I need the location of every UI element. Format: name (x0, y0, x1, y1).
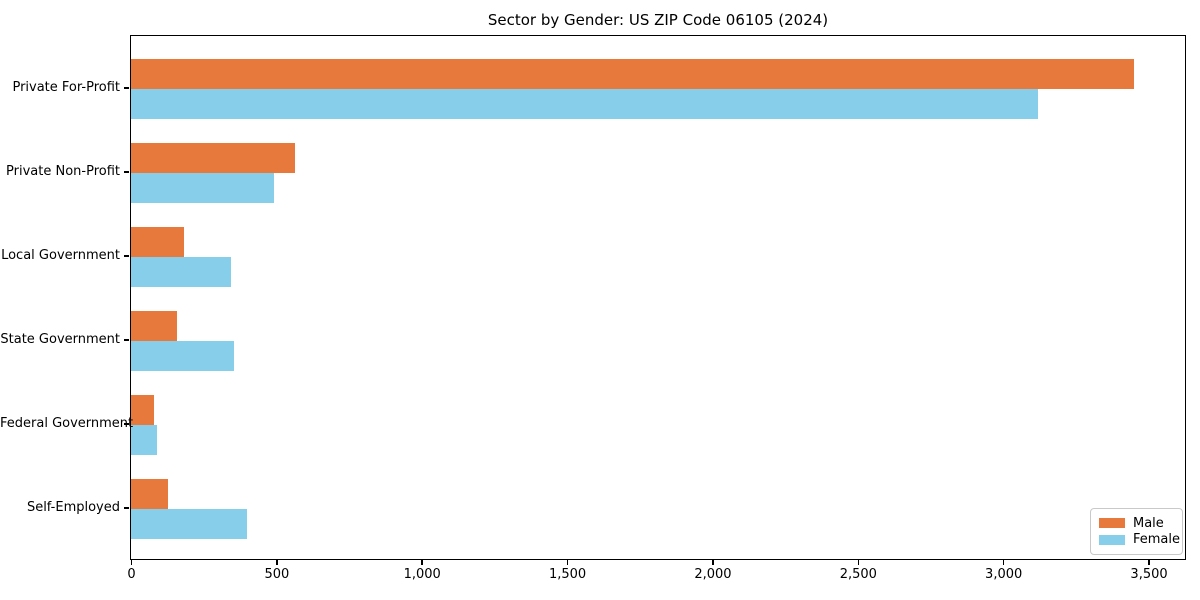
y-tick-label: Private Non-Profit (6, 164, 120, 179)
legend-label-male: Male (1133, 515, 1164, 531)
bar-male-self-employed (131, 479, 168, 509)
x-tick-label: 3,500 (1130, 567, 1168, 582)
x-tick-mark (421, 560, 423, 565)
x-tick-mark (276, 560, 278, 565)
plot-area (130, 35, 1186, 560)
bar-female-private-non-profit (131, 173, 274, 203)
y-tick-label: Local Government (1, 248, 120, 263)
x-tick-mark (1002, 560, 1005, 565)
bar-male-local-government (131, 227, 185, 257)
bar-female-private-for-profit (131, 89, 1039, 119)
bar-male-private-for-profit (131, 59, 1134, 89)
x-tick-mark (857, 560, 860, 565)
x-tick-label: 1,000 (403, 567, 441, 582)
x-tick-label: 1,500 (548, 567, 587, 582)
x-tick-label: 2,000 (694, 567, 732, 582)
bar-female-local-government (131, 257, 232, 287)
y-tick-label: Private For-Profit (12, 80, 120, 95)
x-tick-mark (712, 560, 714, 565)
y-tick-mark (124, 87, 129, 89)
y-tick-mark (124, 171, 129, 173)
bar-female-state-government (131, 341, 235, 371)
bar-male-private-non-profit (131, 143, 296, 173)
x-tick-label: 0 (127, 567, 136, 582)
y-tick-mark (124, 507, 129, 509)
x-tick-label: 3,000 (985, 567, 1023, 582)
x-tick-mark (130, 560, 133, 565)
bar-female-self-employed (131, 509, 248, 539)
x-tick-label: 2,500 (839, 567, 877, 582)
legend-item-male: Male (1099, 515, 1174, 532)
x-tick-label: 500 (264, 567, 290, 582)
bar-male-federal-government (131, 395, 155, 425)
x-tick-mark (566, 560, 569, 565)
y-tick-mark (124, 423, 129, 425)
legend: Male Female (1090, 508, 1183, 555)
y-tick-mark (124, 339, 129, 341)
bar-female-federal-government (131, 425, 158, 455)
y-tick-label: State Government (0, 332, 120, 347)
legend-item-female: Female (1099, 532, 1180, 549)
x-tick-mark (1148, 560, 1150, 565)
male-series-swatch (1099, 518, 1125, 529)
y-tick-mark (124, 255, 129, 257)
y-tick-label: Self-Employed (26, 500, 120, 515)
female-series-swatch (1099, 534, 1125, 545)
y-tick-label: Federal Government (0, 416, 134, 431)
chart-title: Sector by Gender: US ZIP Code 06105 (202… (487, 11, 829, 29)
legend-label-female: Female (1133, 532, 1181, 548)
bar-male-state-government (131, 311, 177, 341)
